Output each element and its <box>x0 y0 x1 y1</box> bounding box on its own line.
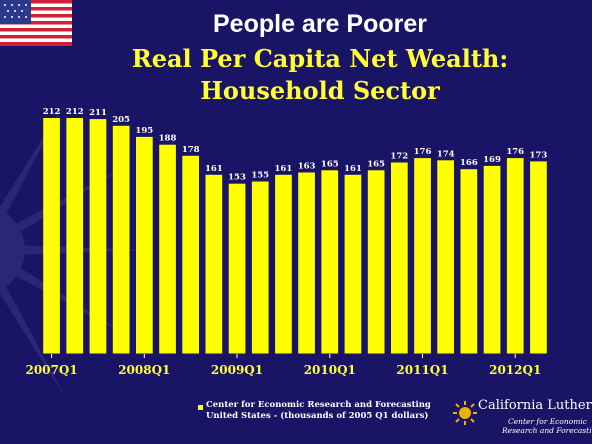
bar <box>344 174 362 354</box>
bar <box>367 170 385 354</box>
bar <box>136 136 153 354</box>
sun-logo-icon <box>453 401 477 425</box>
bar-value-label: 161 <box>205 164 223 174</box>
bar-value-label: 161 <box>275 164 293 174</box>
bar <box>228 183 246 354</box>
bar-value-label: 153 <box>228 173 246 183</box>
bar <box>414 158 431 354</box>
sun-disc <box>0 209 25 291</box>
chart-title: People are Poorer <box>213 10 427 38</box>
x-tick-label: 2009Q1 <box>211 363 263 377</box>
sun-ray <box>0 281 65 398</box>
bar-value-label: 173 <box>530 150 548 160</box>
bar <box>89 119 107 354</box>
bar-value-label: 212 <box>66 107 84 117</box>
bar <box>530 161 547 354</box>
bar-value-label: 211 <box>89 108 107 118</box>
bar-value-label: 176 <box>506 147 524 157</box>
bar-value-label: 178 <box>182 145 200 155</box>
chart-subtitle-line-1: Real Per Capita Net Wealth: <box>131 44 509 73</box>
x-tick-label: 2012Q1 <box>489 363 541 377</box>
x-tick-label: 2011Q1 <box>396 363 448 377</box>
bar-value-label: 161 <box>344 164 362 174</box>
bar-value-label: 172 <box>390 152 408 162</box>
bar-value-label: 165 <box>321 159 339 169</box>
bar-value-label: 166 <box>460 158 478 168</box>
bar <box>251 181 269 354</box>
bar-value-label: 155 <box>251 171 269 181</box>
legend-text-line-2: United States - (thousands of 2005 Q1 do… <box>206 411 429 421</box>
bar <box>182 155 199 354</box>
bar <box>321 170 339 354</box>
logo-name: California Lutheran <box>478 398 592 413</box>
logo-line-1: Center for Economic <box>508 417 587 426</box>
bar-value-label: 174 <box>437 149 455 159</box>
bar <box>159 144 176 354</box>
bar <box>298 172 315 354</box>
bar <box>391 162 408 354</box>
x-tick-label: 2007Q1 <box>25 363 77 377</box>
bar <box>437 160 454 354</box>
bar <box>460 169 478 354</box>
bar-value-label: 212 <box>43 107 61 117</box>
legend-marker <box>198 405 203 410</box>
chart-subtitle-line-2: Household Sector <box>200 76 440 105</box>
logo-line-2: Research and Forecasting <box>502 426 592 435</box>
bar-value-label: 176 <box>414 147 432 157</box>
bar <box>506 158 524 354</box>
bar <box>483 165 501 354</box>
bar-value-label: 195 <box>135 126 153 136</box>
bar-value-label: 163 <box>298 162 316 172</box>
bar <box>43 118 60 354</box>
bar-value-label: 188 <box>159 134 177 144</box>
bar <box>66 118 84 354</box>
bar-value-label: 169 <box>483 155 501 165</box>
x-tick-label: 2010Q1 <box>304 363 356 377</box>
bar <box>112 125 130 354</box>
bar <box>205 174 223 354</box>
bar-value-label: 165 <box>367 159 385 169</box>
x-tick-label: 2008Q1 <box>118 363 170 377</box>
bar <box>275 174 292 354</box>
bar-value-label: 205 <box>112 115 130 125</box>
legend-text-line-1: Center for Economic Research and Forecas… <box>206 400 431 410</box>
us-flag-icon <box>0 0 72 46</box>
